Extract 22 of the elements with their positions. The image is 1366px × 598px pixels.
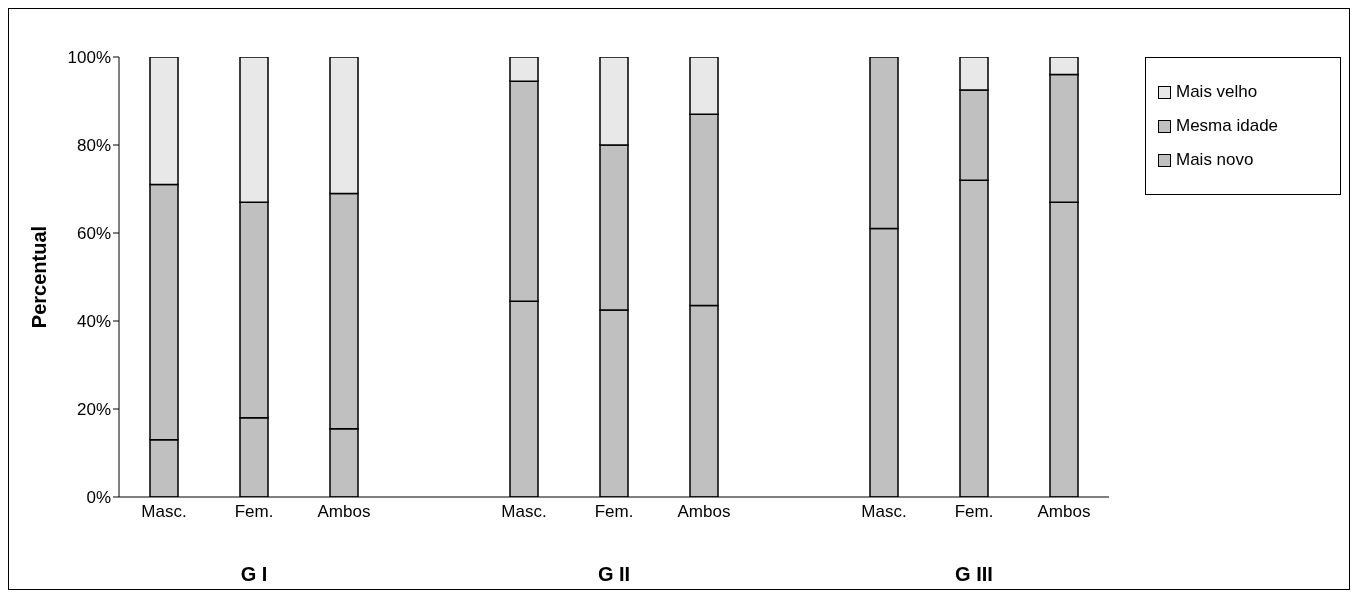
x-tick-label: Ambos xyxy=(677,502,731,522)
y-tick-label: 60% xyxy=(76,224,111,244)
x-tick-label: Fem. xyxy=(594,502,634,522)
x-tick-label: Fem. xyxy=(954,502,994,522)
y-tick-label: 40% xyxy=(76,312,111,332)
legend-label: Mesma idade xyxy=(1176,116,1279,136)
x-tick-label: Masc. xyxy=(501,502,547,522)
y-tick-label: 100% xyxy=(67,48,111,68)
x-tick-label: Ambos xyxy=(1037,502,1091,522)
legend-label: Mais velho xyxy=(1176,82,1258,102)
y-tick-label: 0% xyxy=(86,488,111,508)
legend-label: Mais novo xyxy=(1176,150,1254,170)
y-tick-label: 20% xyxy=(76,400,111,420)
y-axis-title: Percentual xyxy=(28,225,51,329)
x-tick-label: Masc. xyxy=(141,502,187,522)
text: G II xyxy=(597,563,631,585)
x-tick-label: Ambos xyxy=(317,502,371,522)
x-tick-label: Fem. xyxy=(234,502,274,522)
x-tick-label: Masc. xyxy=(861,502,907,522)
text: G III xyxy=(955,563,993,585)
text: G I xyxy=(240,563,268,585)
y-tick-label: 80% xyxy=(76,136,111,156)
